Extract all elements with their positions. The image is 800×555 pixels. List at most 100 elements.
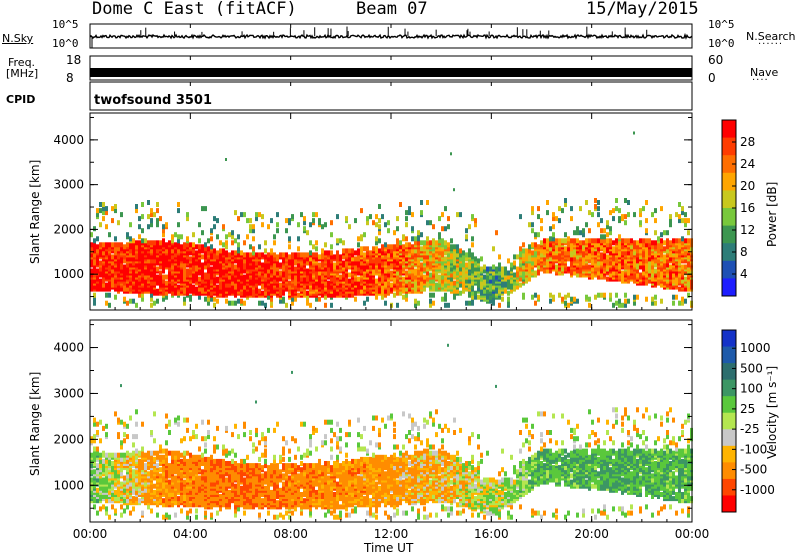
heatmap-cell — [264, 248, 267, 253]
heatmap-cell — [684, 218, 687, 223]
heatmap-cell — [573, 297, 576, 302]
heatmap-cell — [552, 212, 555, 217]
heatmap-cell — [105, 432, 108, 437]
heatmap-cell — [621, 238, 624, 243]
heatmap-cell — [561, 238, 564, 243]
heatmap-cell — [159, 445, 162, 450]
heatmap-cell — [393, 244, 396, 249]
heatmap-cell — [162, 498, 165, 503]
heatmap-cell — [306, 291, 309, 296]
heatmap-cell — [552, 224, 555, 229]
heatmap-cell — [300, 212, 303, 217]
heatmap-cell — [342, 261, 345, 266]
heatmap-cell — [171, 234, 174, 239]
heatmap-cell — [597, 200, 600, 205]
heatmap-cell — [555, 265, 558, 270]
heatmap-cell — [468, 224, 471, 229]
heatmap-cell — [96, 447, 99, 452]
heatmap-cell — [558, 218, 561, 223]
heatmap-cell — [645, 297, 648, 302]
heatmap-cell — [687, 230, 690, 235]
heatmap-cell — [654, 218, 657, 223]
heatmap-cell — [414, 236, 417, 241]
heatmap-cell — [288, 218, 291, 223]
heatmap-cell — [552, 232, 555, 237]
heatmap-cell — [450, 244, 453, 249]
heatmap-cell — [534, 301, 537, 306]
heatmap-cell — [141, 511, 144, 516]
heatmap-cell — [639, 220, 642, 225]
heatmap-cell — [102, 202, 105, 207]
heatmap-cell — [390, 271, 393, 276]
heatmap-cell — [186, 236, 189, 241]
heatmap-cell — [561, 297, 564, 302]
heatmap-cell — [471, 214, 474, 219]
heatmap-cell — [99, 438, 102, 443]
heatmap-cell — [513, 254, 516, 259]
heatmap-cell — [252, 224, 255, 229]
heatmap-cell — [96, 488, 99, 493]
heatmap-cell — [255, 252, 258, 257]
heatmap-cell — [150, 240, 153, 245]
heatmap-cell — [426, 220, 429, 225]
heatmap-cell — [360, 234, 363, 239]
heatmap-cell — [453, 244, 456, 249]
heatmap-cell — [261, 252, 264, 257]
heatmap-cell — [174, 451, 177, 456]
heatmap-cell — [300, 252, 303, 257]
heatmap-cell — [243, 212, 246, 217]
heatmap-cell — [573, 230, 576, 235]
heatmap-cell — [678, 238, 681, 243]
heatmap-cell — [588, 238, 591, 243]
heatmap-cell — [135, 204, 138, 209]
heatmap-cell — [309, 240, 312, 245]
heatmap-cell — [138, 451, 141, 456]
heatmap-cell — [465, 263, 468, 268]
heatmap-cell — [135, 449, 138, 454]
heatmap-cell — [168, 480, 171, 485]
heatmap-cell — [507, 258, 510, 263]
heatmap-cell — [438, 216, 441, 221]
heatmap-cell — [108, 293, 111, 298]
heatmap-cell — [99, 261, 102, 266]
heatmap-cell — [576, 226, 579, 231]
heatmap-cell — [141, 202, 144, 207]
heatmap-cell — [180, 244, 183, 249]
heatmap-cell — [378, 218, 381, 223]
heatmap-cell — [126, 232, 129, 237]
heatmap-cell — [681, 265, 684, 270]
heatmap-cell — [666, 238, 669, 243]
heatmap-cell — [111, 453, 114, 458]
heatmap-cell — [153, 438, 156, 443]
heatmap-cell — [114, 490, 117, 495]
heatmap-cell — [645, 200, 648, 205]
heatmap-cell — [672, 238, 675, 243]
heatmap-cell — [99, 420, 102, 425]
heatmap-cell — [474, 256, 477, 261]
heatmap-cell — [312, 218, 315, 223]
heatmap-cell — [288, 244, 291, 249]
heatmap-cell — [225, 240, 228, 245]
heatmap-cell — [603, 234, 606, 239]
heatmap-cell — [633, 295, 636, 300]
heatmap-cell — [312, 244, 315, 249]
heatmap-cell — [495, 230, 498, 235]
heatmap-cell — [177, 422, 180, 427]
heatmap-cell — [420, 200, 423, 205]
heatmap-cell — [354, 250, 357, 255]
heatmap-cell — [570, 216, 573, 221]
heatmap-cell — [459, 248, 462, 253]
heatmap-cell — [114, 236, 117, 241]
heatmap-cell — [180, 509, 183, 514]
heatmap-cell — [621, 214, 624, 219]
heatmap-cell — [666, 230, 669, 235]
heatmap-cell — [180, 234, 183, 239]
heatmap-cell — [129, 511, 132, 516]
heatmap-cell — [129, 222, 132, 227]
heatmap-cell — [612, 240, 615, 245]
heatmap-cell — [231, 301, 234, 306]
heatmap-cell — [537, 244, 540, 249]
heatmap-cell — [600, 252, 603, 257]
heatmap-cell — [579, 240, 582, 245]
heatmap-cell — [135, 409, 138, 414]
